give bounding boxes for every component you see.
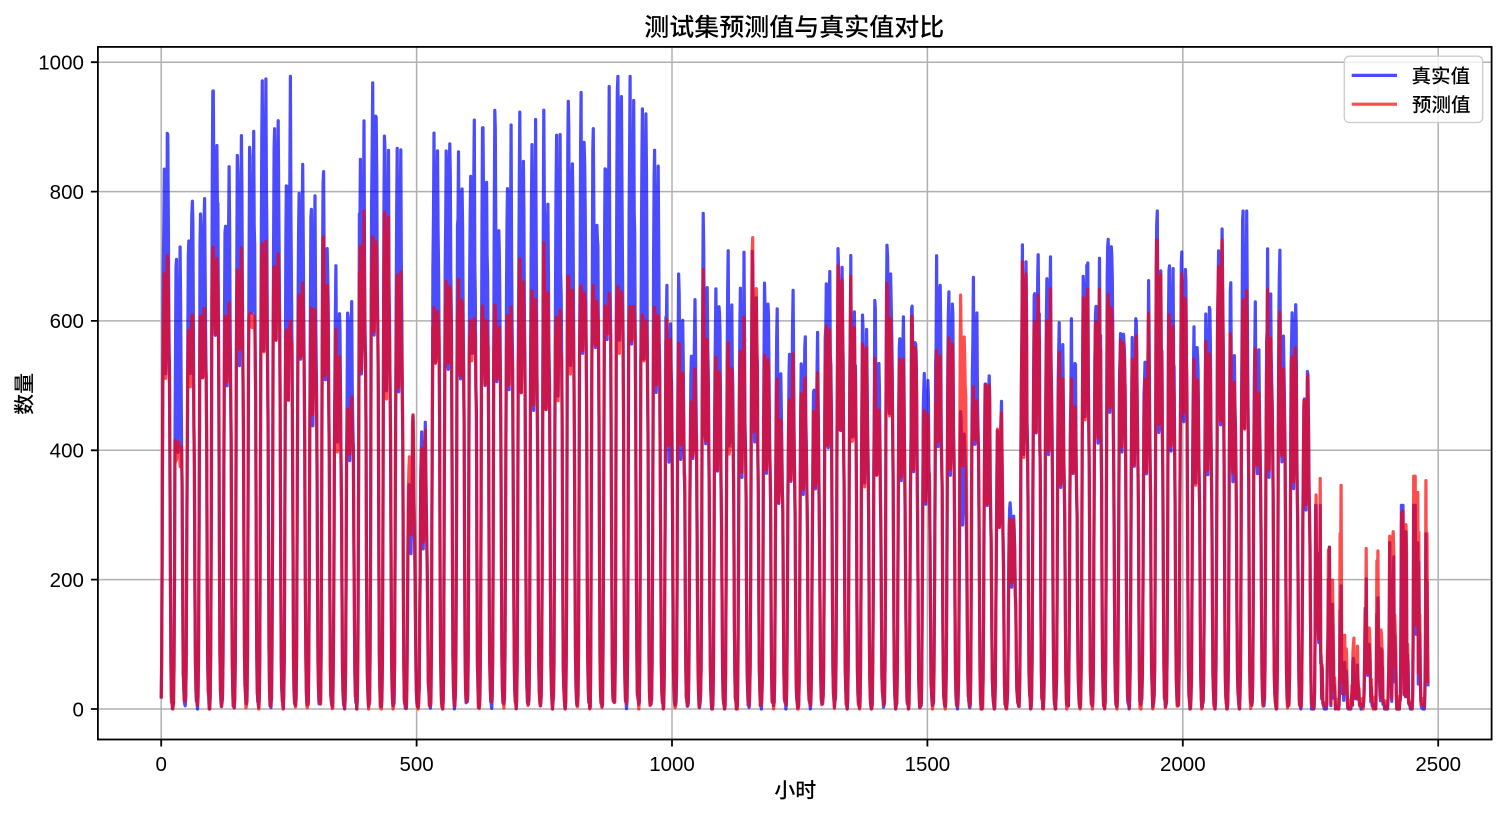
svg-text:2000: 2000 [1160, 753, 1206, 776]
svg-text:1000: 1000 [38, 52, 84, 75]
svg-text:200: 200 [50, 569, 84, 592]
svg-text:400: 400 [50, 440, 84, 463]
svg-text:600: 600 [50, 310, 84, 333]
svg-text:500: 500 [399, 753, 433, 776]
svg-text:0: 0 [72, 698, 83, 721]
svg-text:1500: 1500 [905, 753, 951, 776]
svg-text:800: 800 [50, 181, 84, 204]
svg-text:2500: 2500 [1415, 753, 1461, 776]
svg-text:1000: 1000 [649, 753, 695, 776]
svg-text:0: 0 [155, 753, 166, 776]
